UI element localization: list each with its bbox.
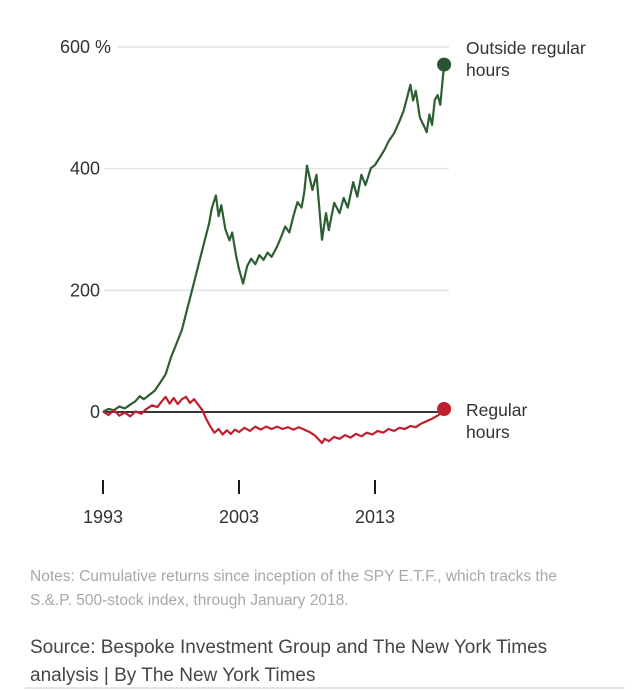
y-tick-label-400: 400 [70, 159, 100, 179]
y-tick-label-0: 0 [90, 402, 100, 422]
x-tick-label-2003: 2003 [219, 507, 259, 527]
y-tick-label-600: 600 % [60, 37, 111, 57]
legend-outside-regular-hours: Outside regular hours [466, 38, 586, 80]
end-dot-regular-hours [437, 402, 452, 416]
x-tick-label-2013: 2013 [355, 507, 395, 527]
chart-svg: 600 % 400 200 0 1993 2003 2013 [60, 37, 452, 527]
end-dot-outside-regular-hours [437, 57, 452, 72]
chart-source: Source: Bespoke Investment Group and The… [30, 637, 548, 686]
bottom-divider [25, 687, 625, 689]
chart-notes: Notes: Cumulative returns since inceptio… [30, 568, 557, 609]
chart-area: 600 % 400 200 0 1993 2003 2013 Outside regular… [60, 37, 586, 527]
series-line-outside-regular-hours [102, 63, 446, 413]
legend-regular-hours: Regular hours [466, 400, 528, 442]
series-line-regular-hours [102, 395, 446, 445]
x-tick-label-1993: 1993 [83, 507, 123, 527]
y-tick-label-200: 200 [70, 280, 100, 300]
